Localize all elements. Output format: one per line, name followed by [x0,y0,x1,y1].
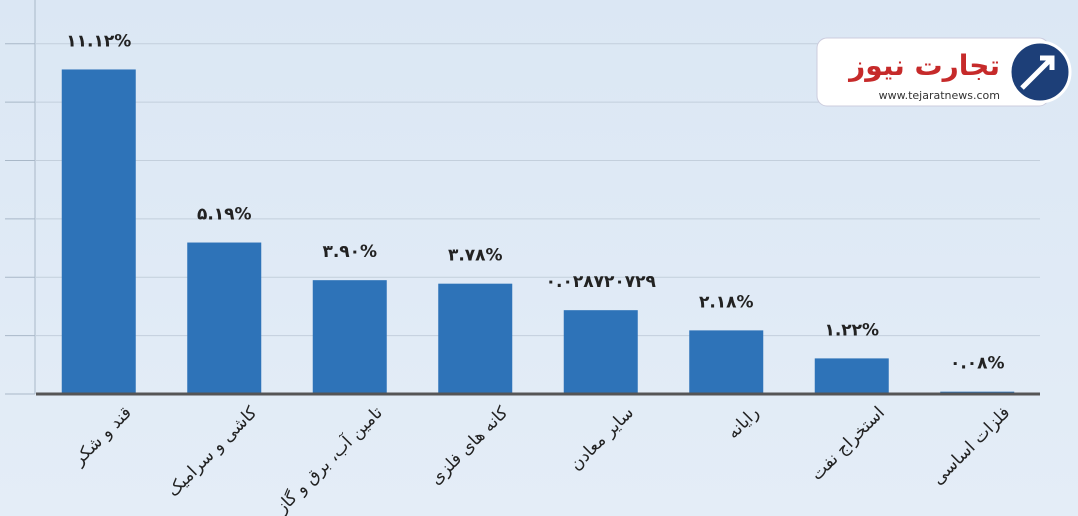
logo-url: www.tejaratnews.com [879,89,1000,102]
logo: تجارت نیوز www.tejaratnews.com [816,37,1072,107]
value-label: ۳.۷۸% [448,246,503,266]
bar [187,242,262,394]
value-label: ۵.۱۹% [197,205,252,225]
bar [689,330,764,394]
value-label: ۱۱.۱۲% [66,31,131,51]
bar [563,310,638,394]
value-label: ۰.۰۸% [950,354,1005,374]
value-label: ۱.۲۲% [824,320,879,340]
logo-arrow [1020,55,1055,90]
value-label: ۲.۱۸% [699,292,754,312]
value-label: ۳.۹۰% [322,242,377,262]
bar [61,69,136,394]
bar [312,280,387,394]
logo-name: تجارت نیوز [847,49,1000,82]
bar [438,283,513,394]
value-label: ۰.۰۲۸۷۲۰۷۲۹ [546,272,657,292]
bar [814,358,889,394]
